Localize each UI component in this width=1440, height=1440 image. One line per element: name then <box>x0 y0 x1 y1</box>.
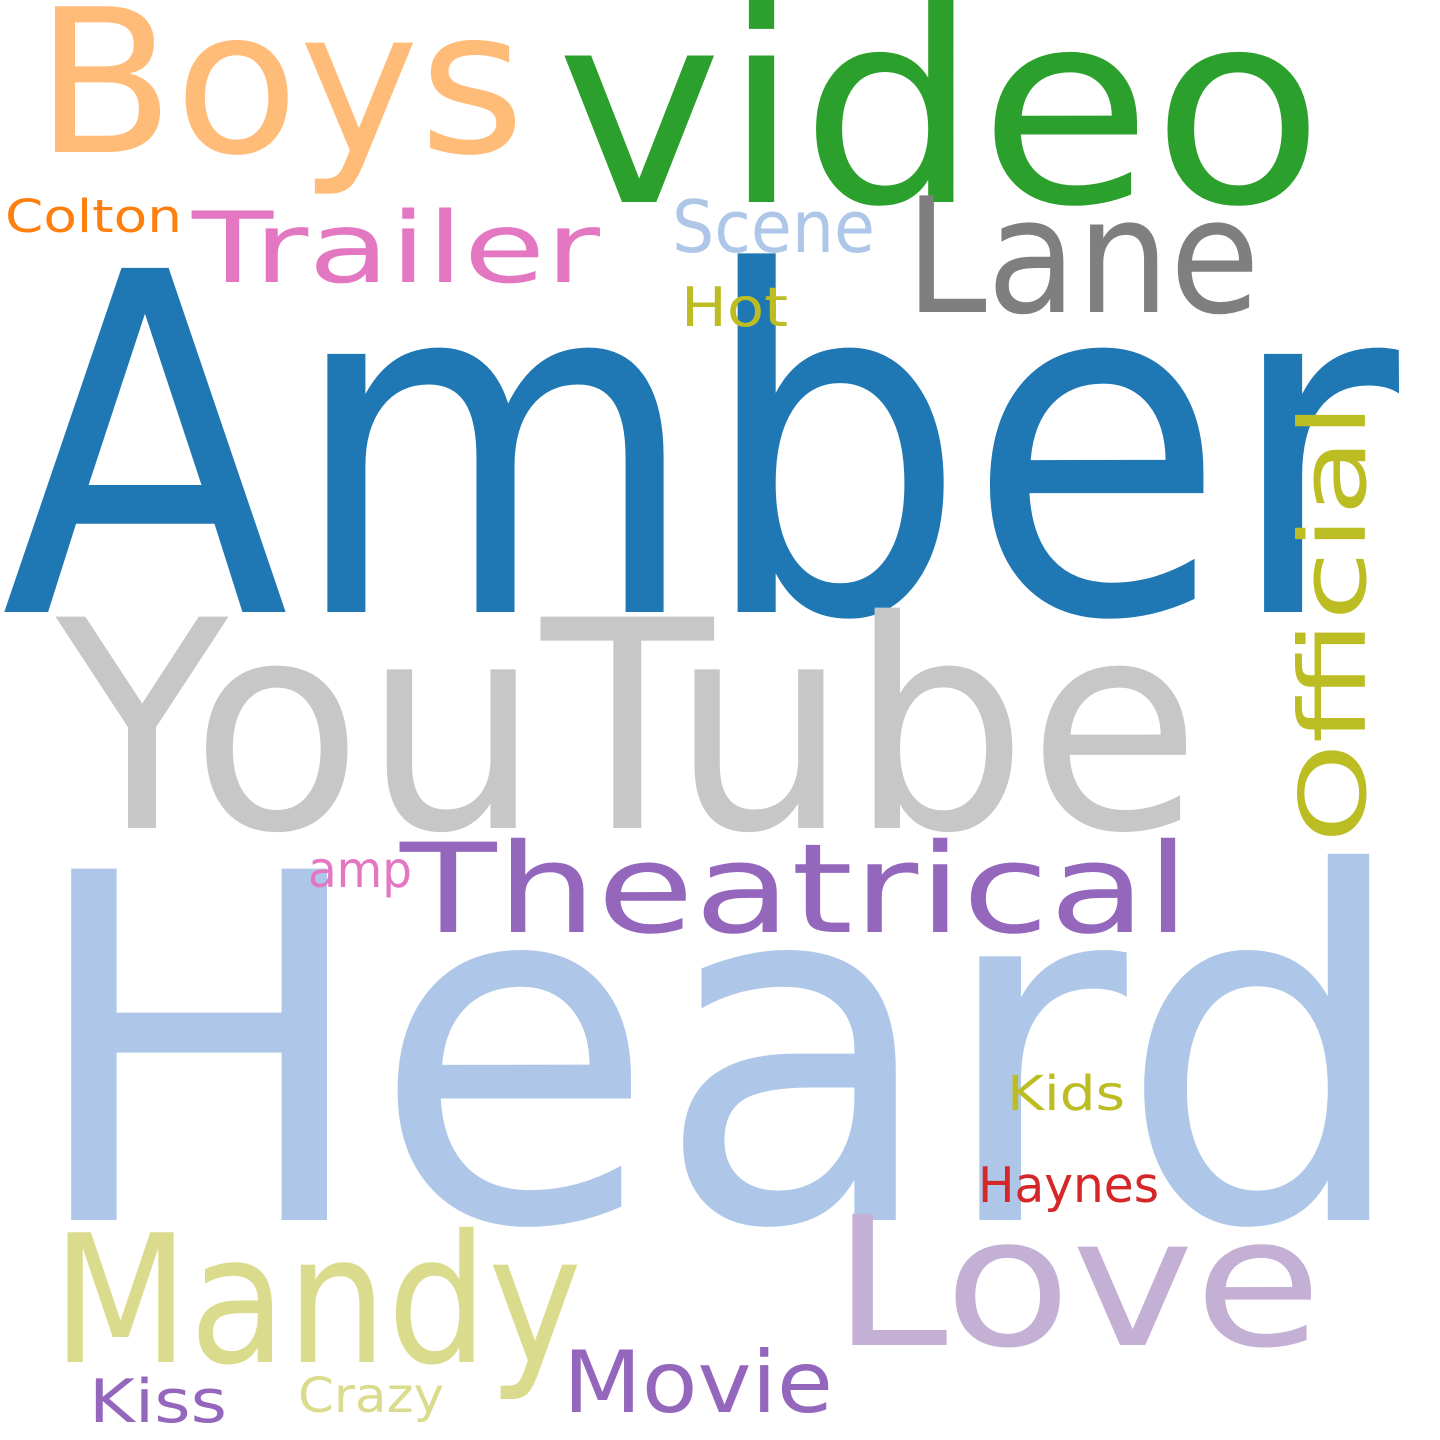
word-haynes: Haynes <box>978 1157 1159 1214</box>
word-kids: Kids <box>1007 1066 1125 1122</box>
word-amp: amp <box>308 841 412 899</box>
word-mandy: Mandy <box>52 1197 582 1404</box>
word-kiss: Kiss <box>89 1367 227 1437</box>
word-colton: Colton <box>5 190 182 243</box>
word-hot: Hot <box>681 276 788 339</box>
word-movie: Movie <box>563 1333 833 1433</box>
word-heard: Heard <box>26 773 1411 1334</box>
word-trailer: Trailer <box>191 192 601 306</box>
word-theatrical: Theatrical <box>399 818 1190 962</box>
word-official: Official <box>1280 403 1387 843</box>
word-amber: Amber <box>1 175 1404 724</box>
word-love: Love <box>832 1179 1322 1388</box>
word-boys: Boys <box>35 0 525 200</box>
word-youtube: YouTube <box>52 560 1201 897</box>
word-crazy: Crazy <box>298 1368 444 1424</box>
word-lane: Lane <box>905 163 1260 350</box>
word-video: video <box>556 0 1324 266</box>
word-scene: Scene <box>672 185 875 269</box>
